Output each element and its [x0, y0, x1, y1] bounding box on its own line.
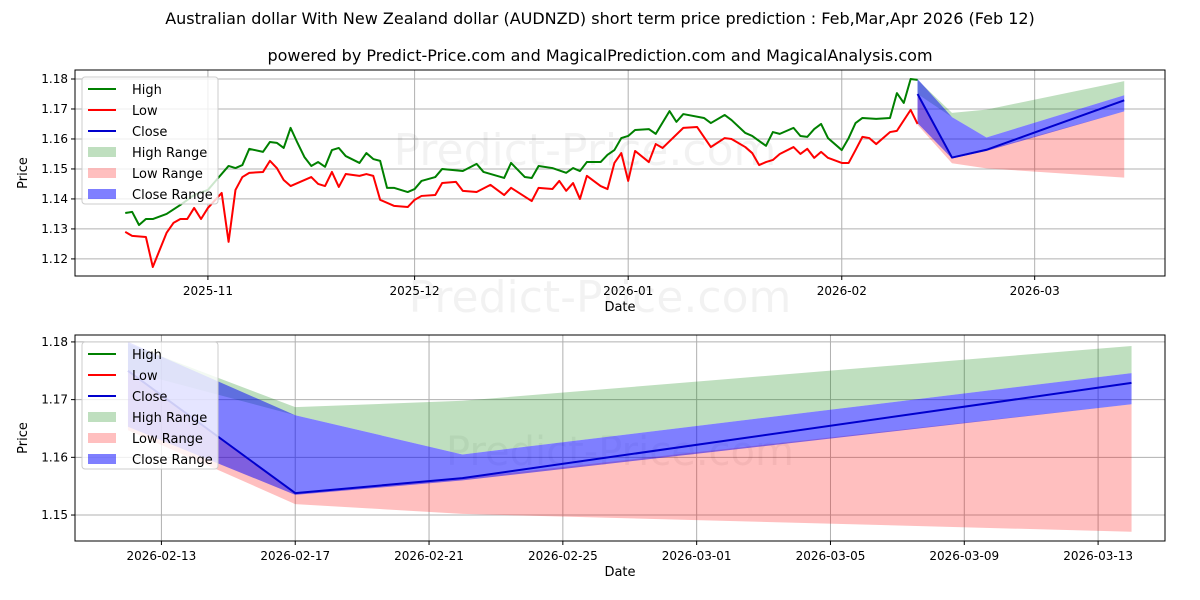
x-tick-label: 2026-03-05 [796, 549, 866, 563]
axes-frame [74, 69, 1166, 277]
low-range-legend-swatch [88, 168, 116, 178]
y-tick-label: 1.14 [41, 192, 68, 206]
legend-label: High Range [132, 411, 207, 426]
low-range-band [917, 93, 1125, 178]
y-tick-label: 1.17 [41, 102, 68, 116]
x-tick-label: 2026-02-13 [127, 549, 197, 563]
y-tick-label: 1.16 [41, 132, 68, 146]
y-tick-label: 1.18 [41, 72, 68, 86]
y-tick-label: 1.12 [41, 252, 68, 266]
legend-label: Low Range [132, 432, 203, 447]
watermark: Predict-Price.com [394, 125, 777, 176]
chart-panel-2: 2026-02-13 2026-02-17 2026-02-21 2026-02-25… [16, 334, 1166, 580]
legend-label: High [132, 83, 162, 98]
chart-subtitle: powered by Predict-Price.com and Magical… [267, 46, 933, 65]
close-range-legend-swatch [88, 189, 116, 199]
legend-label: Close [132, 125, 167, 140]
legend-label: Close Range [132, 453, 213, 468]
legend-label: Low [132, 104, 158, 119]
x-tick-label: 2026-03 [1010, 284, 1060, 298]
legend-label: Low [132, 369, 158, 384]
high-range-band [917, 79, 1125, 138]
axes-frame [74, 334, 1166, 542]
legend-box [81, 76, 219, 205]
legend: High Low Close High Range Low Range Close Ran… [81, 76, 219, 205]
high-range-legend-swatch [88, 147, 116, 157]
x-tick-label: 2025-11 [183, 284, 233, 298]
close-range-band [917, 78, 1125, 159]
chart-title: Australian dollar With New Zealand dolla… [165, 9, 1035, 28]
y-tick-label: 1.17 [41, 393, 68, 407]
legend-label: High [132, 348, 162, 363]
x-tick-label: 2026-03-01 [662, 549, 732, 563]
high-range-legend-swatch [88, 412, 116, 422]
x-tick-label: 2025-12 [390, 284, 440, 298]
y-tick-label: 1.15 [41, 508, 68, 522]
y-tick-label: 1.15 [41, 162, 68, 176]
chart-panel-1: 2025-11 2025-12 2026-01 2026-02 2026-03 1.12 1… [16, 69, 1166, 323]
low-range-legend-swatch [88, 433, 116, 443]
x-tick-label: 2026-02 [817, 284, 867, 298]
legend-label: Low Range [132, 167, 203, 182]
low-line [124, 108, 919, 269]
x-tick-label: 2026-02-25 [528, 549, 598, 563]
legend-box [81, 341, 219, 470]
legend-label: Close [132, 390, 167, 405]
high-line [125, 77, 918, 227]
low-range-band [127, 370, 1132, 532]
y-tick-label: 1.18 [41, 335, 68, 349]
y-tick-label: 1.16 [41, 450, 68, 464]
y-tick-label: 1.13 [41, 222, 68, 236]
x-tick-label: 2026-02-21 [394, 549, 464, 563]
legend: High Low Close High Range Low Range Close Ran… [81, 341, 219, 470]
watermark: Predict-Price.com [409, 272, 792, 323]
high-range-band [127, 343, 1132, 455]
x-axis-label: Date [604, 300, 635, 315]
y-axis-label: Price [16, 157, 31, 189]
legend-label: High Range [132, 146, 207, 161]
x-axis-label: Date [604, 565, 635, 580]
legend-label: Close Range [132, 188, 213, 203]
x-tick-label: 2026-03-13 [1063, 549, 1133, 563]
x-tick-label: 2026-01 [603, 284, 653, 298]
x-tick-label: 2026-03-09 [929, 549, 999, 563]
y-axis-label: Price [16, 422, 31, 454]
close-range-band [127, 341, 1132, 495]
x-tick-label: 2026-02-17 [260, 549, 330, 563]
close-line [916, 93, 1125, 159]
close-range-legend-swatch [88, 454, 116, 464]
